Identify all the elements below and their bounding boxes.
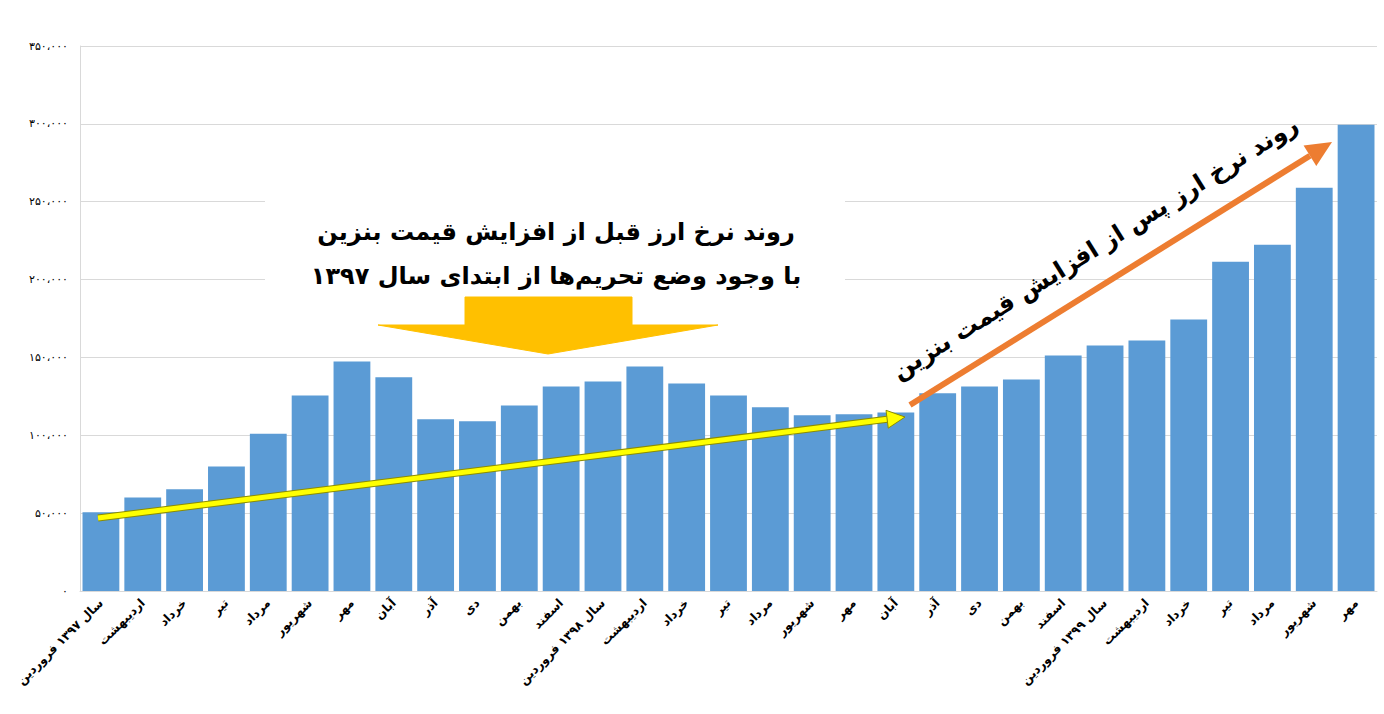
svg-text:با وجود وضع تحریم‌ها از ابتدای: با وجود وضع تحریم‌ها از ابتدای سال ۱۳۹۷ [311,262,802,290]
svg-text:۲۵۰،۰۰۰: ۲۵۰،۰۰۰ [29,195,68,208]
svg-text:مهر: مهر [1334,596,1361,623]
svg-text:۳۵۰،۰۰۰: ۳۵۰،۰۰۰ [29,40,68,53]
svg-text:خرداد: خرداد [157,596,190,629]
svg-text:آبان: آبان [372,595,400,623]
svg-text:شهریور: شهریور [272,596,316,640]
svg-text:اردیبهشت: اردیبهشت [96,596,148,648]
svg-text:۰: ۰ [62,585,68,598]
svg-text:آذر: آذر [919,595,943,619]
svg-text:آذر: آذر [417,595,441,619]
svg-text:اردیبهشت: اردیبهشت [1100,596,1152,648]
svg-text:۵۰،۰۰۰: ۵۰،۰۰۰ [35,507,68,520]
svg-text:آبان: آبان [874,595,902,623]
svg-text:مهر: مهر [832,596,859,623]
svg-text:مرداد: مرداد [743,596,775,628]
svg-text:دی: دی [460,596,482,618]
svg-text:بهمن: بهمن [994,596,1026,628]
svg-text:تیر: تیر [209,596,232,619]
svg-text:۱۰۰،۰۰۰: ۱۰۰،۰۰۰ [29,429,68,442]
svg-text:اسفند: اسفند [530,596,566,632]
svg-text:اسفند: اسفند [1033,596,1069,632]
svg-text:تیر: تیر [711,596,734,619]
svg-text:شهریور: شهریور [774,596,818,640]
svg-text:تیر: تیر [1213,596,1236,619]
svg-text:مهر: مهر [330,596,357,623]
svg-text:اردیبهشت: اردیبهشت [598,596,650,648]
svg-text:۳۰۰،۰۰۰: ۳۰۰،۰۰۰ [29,117,68,130]
svg-text:روند نرخ ارز پس از افزایش قیمت: روند نرخ ارز پس از افزایش قیمت بنزین [887,111,1303,386]
svg-text:بهمن: بهمن [492,596,524,628]
svg-text:خرداد: خرداد [1161,596,1194,629]
svg-text:شهریور: شهریور [1276,596,1320,640]
svg-text:دی: دی [962,596,984,618]
svg-text:سال ۱۳۹۹ فروردین: سال ۱۳۹۹ فروردین [1019,596,1111,688]
svg-text:مرداد: مرداد [1245,596,1277,628]
svg-text:۲۰۰،۰۰۰: ۲۰۰،۰۰۰ [29,273,68,286]
svg-text:۱۵۰،۰۰۰: ۱۵۰،۰۰۰ [29,351,68,364]
svg-text:خرداد: خرداد [659,596,692,629]
svg-text:سال ۱۳۹۷ فروردین: سال ۱۳۹۷ فروردین [14,596,106,688]
svg-text:سال ۱۳۹۸ فروردین: سال ۱۳۹۸ فروردین [516,596,608,688]
svg-text:مرداد: مرداد [241,596,273,628]
svg-text:روند نرخ ارز قبل از افزایش قیم: روند نرخ ارز قبل از افزایش قیمت بنزین [317,218,795,246]
